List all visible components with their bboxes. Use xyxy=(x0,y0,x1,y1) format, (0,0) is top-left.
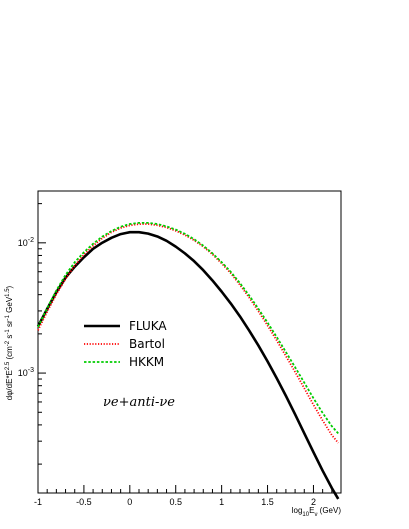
series-line-bartol xyxy=(37,223,339,444)
y-axis-ticks: 10-3 10-2 xyxy=(18,203,46,465)
y-tick-label: 10-3 xyxy=(18,367,34,378)
legend-label-hkkm: HKKM xyxy=(129,355,164,369)
legend-label-fluka: FLUKA xyxy=(129,319,167,333)
x-tick-label: -1 xyxy=(34,497,42,507)
x-tick-label: 1 xyxy=(219,497,224,507)
y-axis-label: dφ/dE*E2.5 (cm-2 s-1 sr-1 GeV1.5) xyxy=(5,285,14,400)
x-tick-label: -0.5 xyxy=(76,497,92,507)
x-axis-label: log10Eν (GeV) xyxy=(292,506,342,518)
x-tick-label: 0.5 xyxy=(169,497,182,507)
legend-label-bartol: Bartol xyxy=(129,337,165,351)
series-line-hkkm xyxy=(37,221,339,435)
y-tick-label: 10-2 xyxy=(18,237,34,248)
x-tick-label: 1.5 xyxy=(261,497,274,507)
series-layer xyxy=(36,221,340,500)
x-axis-ticks: -1 -0.5 0 0.5 1 1.5 2 xyxy=(34,485,342,507)
x-tick-label: 2 xyxy=(311,497,316,507)
x-tick-label: 0 xyxy=(127,497,132,507)
series-line-fluka xyxy=(36,230,340,500)
annotation: νe+anti-νe xyxy=(103,395,175,410)
legend: FLUKA Bartol HKKM xyxy=(84,319,167,369)
plot-frame xyxy=(37,190,342,494)
